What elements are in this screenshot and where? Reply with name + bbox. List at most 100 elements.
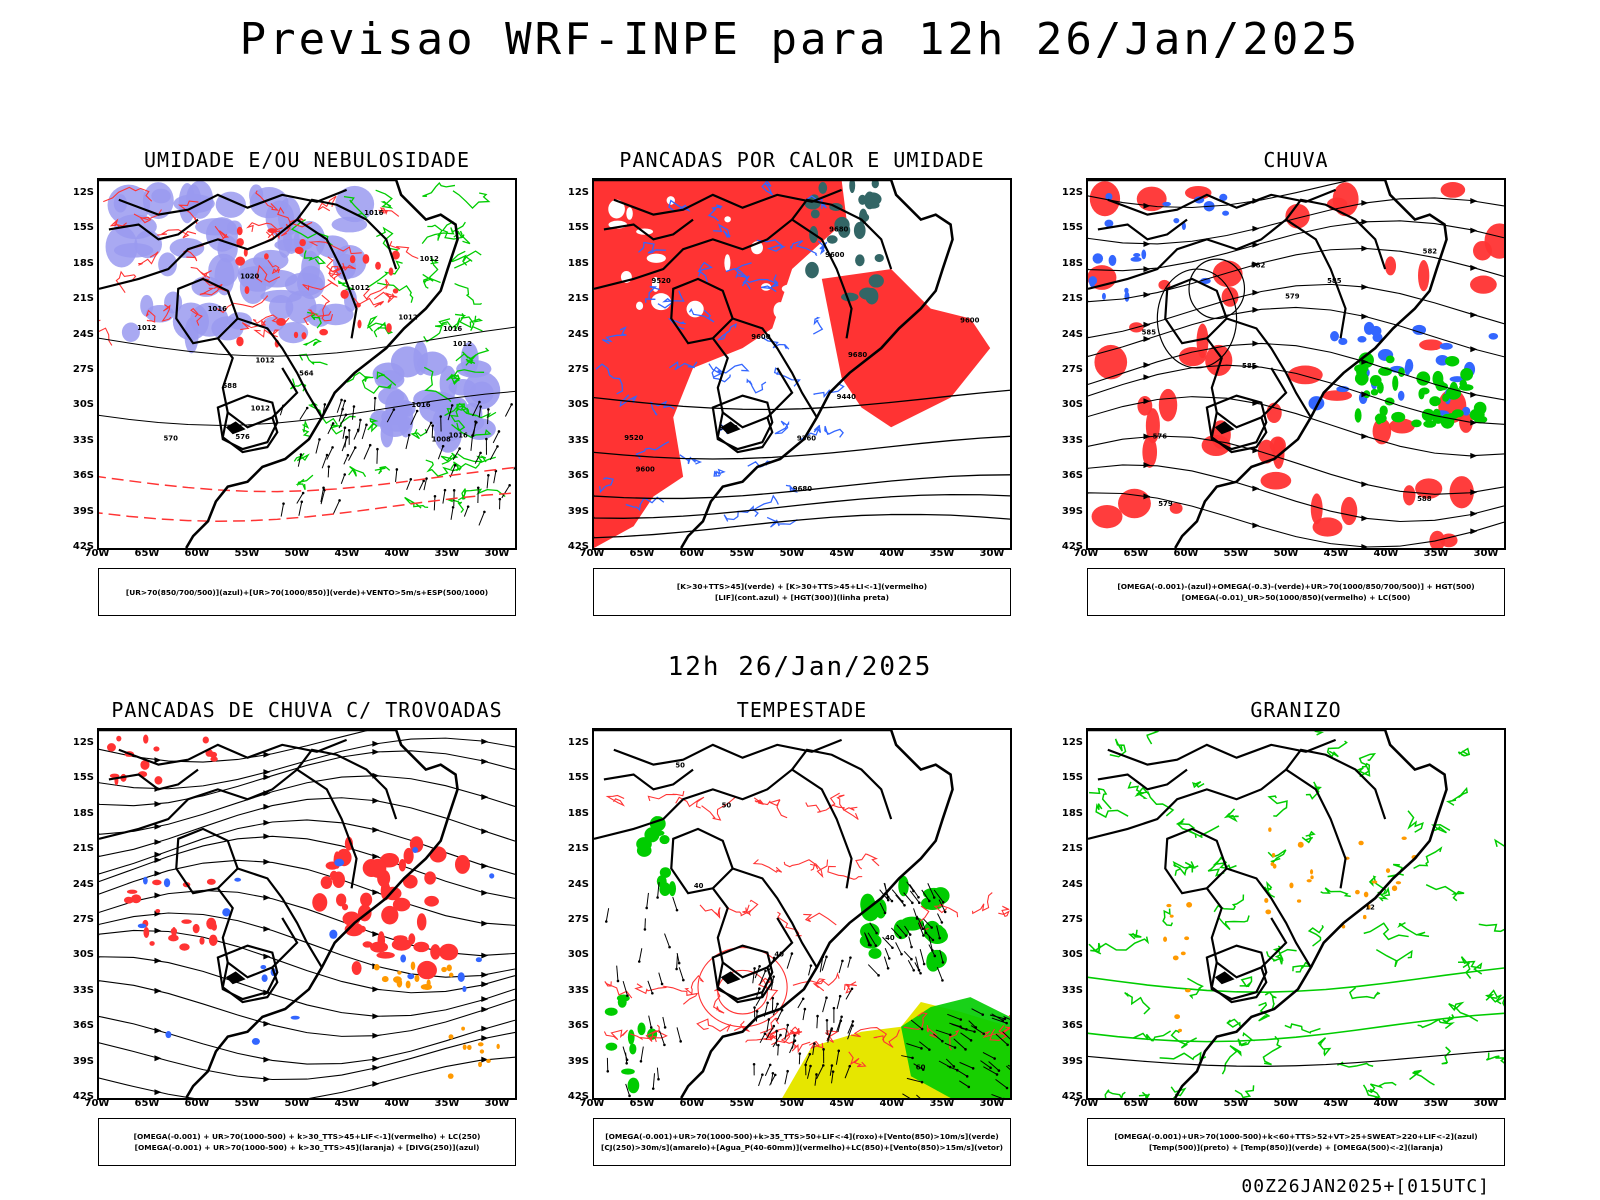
lat-label: 36S	[567, 470, 589, 482]
lon-label: 45W	[829, 1098, 855, 1109]
legend-line: [LIF](cont.azul) + [HGT(300)](linha pret…	[715, 593, 889, 602]
lat-label: 42S	[567, 541, 589, 552]
contour-label: 40	[774, 951, 784, 959]
contour-label: 50	[722, 802, 732, 810]
lat-label: 36S	[567, 1020, 589, 1032]
lon-label: 65W	[629, 1098, 655, 1109]
contour-label: 9600	[719, 424, 738, 432]
map-trovoadas[interactable]	[97, 728, 517, 1100]
panel-title-pancadas_calor: PANCADAS POR CALOR E UMIDADE	[619, 148, 985, 172]
lon-label: 65W	[629, 548, 655, 559]
lat-label: 33S	[72, 984, 94, 996]
lon-label: 65W	[1123, 548, 1149, 559]
lat-label: 24S	[72, 878, 94, 890]
lat-label: 42S	[1061, 541, 1083, 552]
lat-label: 12S	[72, 737, 94, 748]
contour-label: 1012	[137, 324, 156, 332]
contour-label: 1012	[420, 255, 439, 263]
contour-label: -12	[1362, 904, 1375, 912]
contour-label: 9680	[848, 351, 867, 359]
map-canvas-trovoadas	[99, 730, 515, 1098]
lon-label: 60W	[184, 548, 210, 559]
lat-label: 42S	[1061, 1091, 1083, 1102]
contour-label: 1012	[453, 340, 472, 348]
lat-label: 39S	[1061, 1055, 1083, 1067]
lat-label: 24S	[1061, 878, 1083, 890]
lat-label: 30S	[72, 949, 94, 961]
lat-label: 27S	[567, 364, 589, 375]
lon-label: 70W	[1073, 548, 1099, 559]
legend-line: [OMEGA(-0.001) + UR>70(1000-500) + k>30_…	[133, 1132, 481, 1141]
panel-title-umidade: UMIDADE E/OU NEBULOSIDADE	[143, 148, 471, 172]
map-tempestade[interactable]: 40 40 50 40 60 50	[592, 728, 1012, 1100]
lat-label: 24S	[72, 328, 94, 340]
contour-label: 564	[299, 369, 314, 377]
lon-label: 50W	[779, 548, 805, 559]
map-pancadas_calor[interactable]: 9680 9680 9600 9680 9600 9600 9600 9600 9520 9520…	[592, 178, 1012, 550]
contour-label: 582	[1251, 261, 1266, 269]
lat-label: 12S	[1061, 737, 1083, 748]
lon-label: 55W	[1223, 548, 1249, 559]
map-canvas-pancadas_calor: 9680 9680 9600 9680 9600 9600 9600 9600 9520 9520…	[594, 180, 1010, 548]
lon-label: 70W	[84, 1098, 110, 1109]
lat-label: 30S	[1061, 949, 1083, 961]
lon-label: 60W	[679, 548, 705, 559]
lat-label: 36S	[72, 1020, 94, 1032]
lat-label: 12S	[72, 187, 94, 198]
lat-label: 18S	[567, 807, 589, 819]
contour-label: 9680	[829, 225, 848, 233]
contour-label: 9440	[837, 393, 856, 401]
lon-label: 65W	[134, 1098, 160, 1109]
contour-label: 582	[1423, 248, 1438, 256]
lat-label: 33S	[567, 984, 589, 996]
lat-label: 39S	[1061, 505, 1083, 517]
lat-label: 15S	[72, 222, 94, 234]
map-umidade[interactable]: 1020 1016 1012 1012 1012 1016 1012 1016 1008 1012…	[97, 178, 517, 550]
lon-label: 60W	[679, 1098, 705, 1109]
contour-label: 1008	[432, 435, 451, 443]
lon-label: 40W	[879, 548, 905, 559]
lon-label: 50W	[284, 548, 310, 559]
lat-label: 18S	[567, 257, 589, 269]
contour-label: 576	[235, 433, 250, 441]
lat-label: 18S	[72, 807, 94, 819]
contour-label: 9600	[636, 466, 655, 474]
map-granizo[interactable]: -12	[1086, 728, 1506, 1100]
lat-label: 39S	[72, 1055, 94, 1067]
lat-label: 27S	[72, 914, 94, 925]
lon-label: 65W	[134, 548, 160, 559]
lon-label: 65W	[1123, 1098, 1149, 1109]
lat-label: 33S	[1061, 984, 1083, 996]
lon-label: 55W	[234, 1098, 260, 1109]
lon-label: 55W	[234, 548, 260, 559]
contour-label: 9520	[652, 277, 671, 285]
contour-label: 588	[223, 382, 238, 390]
map-canvas-granizo: -12	[1088, 730, 1504, 1098]
lat-label: 39S	[567, 1055, 589, 1067]
lat-label: 33S	[1061, 434, 1083, 446]
lat-label: 24S	[1061, 328, 1083, 340]
legend-granizo: [OMEGA(-0.001)+UR>70(1000-500)+k<60+TTS>…	[1087, 1118, 1505, 1166]
lat-label: 21S	[72, 293, 94, 305]
lon-label: 30W	[484, 1098, 510, 1109]
contour-label: 1016	[411, 401, 430, 409]
legend-line: [K>30+TTS>45](verde) + [K>30+TTS>45+LI<-…	[676, 582, 928, 591]
map-chuva[interactable]: 588 585 582 585 585 579 582 579 576	[1086, 178, 1506, 550]
lon-label: 40W	[384, 1098, 410, 1109]
lat-label: 42S	[72, 541, 94, 552]
legend-line: [Temp(500)](preto) + [Temp(850)](verde) …	[1148, 1143, 1444, 1152]
lat-label: 42S	[72, 1091, 94, 1102]
lon-label: 35W	[929, 1098, 955, 1109]
lon-label: 70W	[1073, 1098, 1099, 1109]
lat-label: 30S	[567, 399, 589, 411]
legend-pancadas_calor: [K>30+TTS>45](verde) + [K>30+TTS>45+LI<-…	[593, 568, 1011, 616]
lat-label: 21S	[72, 843, 94, 855]
panel-title-tempestade: TEMPESTADE	[736, 698, 868, 722]
lon-label: 70W	[579, 1098, 605, 1109]
lat-label: 21S	[1061, 843, 1083, 855]
mid-title: 12h 26/Jan/2025	[667, 652, 933, 682]
lat-label: 27S	[1061, 914, 1083, 925]
lat-label: 39S	[567, 505, 589, 517]
lon-label: 70W	[579, 548, 605, 559]
lat-label: 21S	[567, 843, 589, 855]
